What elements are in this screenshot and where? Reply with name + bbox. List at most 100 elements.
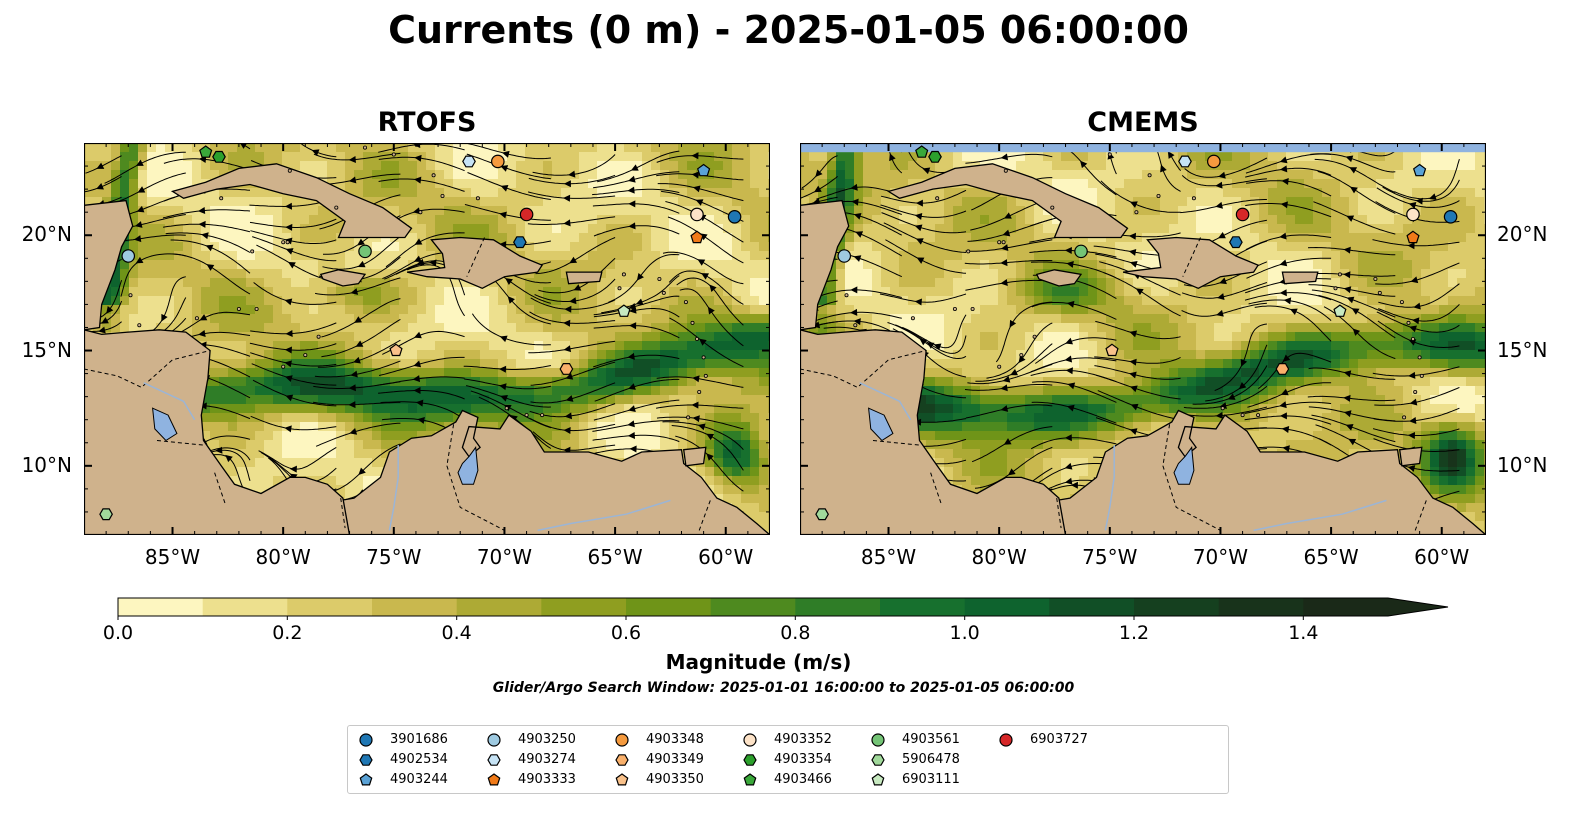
map-panel-rtofs[interactable]	[84, 143, 770, 535]
lon-tick-label-right: 85°W	[860, 545, 917, 569]
float-4903348[interactable]	[491, 154, 505, 169]
legend-marker[interactable]	[871, 773, 885, 786]
float-4903350[interactable]	[389, 343, 403, 357]
land-island	[287, 168, 292, 173]
legend-marker[interactable]	[871, 754, 885, 766]
legend-marker[interactable]	[487, 754, 501, 766]
land-island	[281, 364, 286, 369]
legend-marker-icon	[487, 773, 501, 786]
float-3901686[interactable]	[1443, 209, 1458, 224]
land-island	[621, 272, 626, 277]
legend-label: 4902534	[390, 752, 448, 767]
legend-label: 5906478	[902, 752, 960, 767]
legend-marker[interactable]	[999, 733, 1013, 747]
lon-tick-label-left: 70°W	[476, 545, 533, 569]
land-cuba	[886, 163, 1129, 239]
land-island	[219, 196, 224, 201]
legend-marker[interactable]	[487, 733, 501, 747]
land-island	[1032, 334, 1037, 339]
legend-marker[interactable]	[743, 754, 757, 766]
float-6903111[interactable]	[617, 304, 631, 317]
legend-marker-icon	[615, 733, 629, 747]
panel-title-cmems: CMEMS	[1087, 107, 1199, 138]
land-island	[703, 373, 708, 378]
legend-marker[interactable]	[359, 773, 373, 786]
float-6903111[interactable]	[1333, 304, 1347, 317]
float-4903244[interactable]	[696, 163, 711, 177]
float-4903354[interactable]	[212, 150, 226, 163]
float-4903250[interactable]	[121, 249, 136, 263]
lon-tick-label-left: 75°W	[366, 545, 422, 569]
legend-marker[interactable]	[615, 773, 629, 786]
float-5906478[interactable]	[99, 508, 113, 521]
legend-marker-icon	[359, 773, 373, 786]
float-4903350[interactable]	[1105, 343, 1119, 357]
float-5906478[interactable]	[815, 508, 829, 521]
legend-label: 4903561	[902, 732, 960, 747]
land-island	[1191, 196, 1196, 201]
map-panel-cmems[interactable]	[800, 143, 1486, 535]
float-4903349[interactable]	[559, 363, 574, 375]
land-island	[1156, 194, 1161, 199]
legend-label: 4903350	[646, 772, 704, 787]
legend-marker[interactable]	[871, 733, 885, 747]
land-island	[128, 293, 133, 298]
float-4903333[interactable]	[690, 230, 704, 244]
float-markers	[815, 145, 1458, 521]
float-4903250[interactable]	[837, 249, 852, 263]
float-6903727[interactable]	[519, 207, 534, 222]
lake-nicaragua	[152, 407, 178, 442]
legend-marker[interactable]	[615, 733, 629, 747]
land-island	[334, 205, 339, 210]
colorbar-bin	[710, 598, 796, 616]
float-4903354[interactable]	[928, 150, 942, 163]
float-4902534[interactable]	[1229, 236, 1243, 249]
land-island	[1337, 272, 1342, 277]
legend-marker-icon	[743, 733, 757, 747]
legend-marker-icon	[871, 754, 885, 766]
panel-frame	[800, 143, 1486, 535]
legend-marker[interactable]	[743, 733, 757, 747]
land-island	[1406, 320, 1411, 325]
legend-marker[interactable]	[743, 773, 757, 786]
land-island	[440, 194, 445, 199]
float-4903561[interactable]	[1074, 244, 1088, 259]
land-island	[391, 152, 396, 157]
land-cuba	[170, 163, 413, 239]
colorbar-bin	[1218, 598, 1304, 616]
legend-marker[interactable]	[359, 733, 373, 747]
float-4902534[interactable]	[513, 236, 527, 249]
float-4903466[interactable]	[199, 145, 213, 158]
legend-label: 4903244	[390, 772, 448, 787]
lon-tick-label-right: 70°W	[1192, 545, 1249, 569]
land-island	[1050, 205, 1055, 210]
float-4903274[interactable]	[1178, 155, 1192, 168]
float-4903349[interactable]	[1275, 363, 1290, 375]
legend-marker[interactable]	[615, 754, 629, 766]
float-3901686[interactable]	[727, 209, 742, 224]
legend-label: 6903111	[902, 772, 960, 787]
float-markers	[99, 145, 742, 521]
float-4903348[interactable]	[1207, 154, 1221, 169]
colorbar-bin	[287, 598, 373, 616]
legend-marker[interactable]	[487, 773, 501, 786]
float-4903561[interactable]	[358, 244, 372, 259]
float-4903244[interactable]	[1412, 163, 1427, 177]
legend-marker[interactable]	[359, 754, 373, 766]
land-island	[997, 240, 1002, 245]
legend-label: 4903348	[646, 732, 704, 747]
land-island	[1417, 355, 1422, 360]
float-4903466[interactable]	[915, 145, 929, 158]
float-4903352[interactable]	[690, 207, 704, 222]
land-island	[1256, 413, 1261, 418]
landmass	[800, 145, 1486, 535]
float-4903333[interactable]	[1406, 230, 1420, 244]
land-island	[362, 145, 367, 150]
float-4903352[interactable]	[1406, 207, 1420, 222]
land-island	[285, 240, 290, 245]
float-6903727[interactable]	[1235, 207, 1250, 222]
lat-tick-label-right: 20°N	[1497, 222, 1548, 247]
land-island	[1402, 415, 1407, 420]
land-island	[303, 353, 308, 358]
float-4903274[interactable]	[462, 155, 476, 168]
